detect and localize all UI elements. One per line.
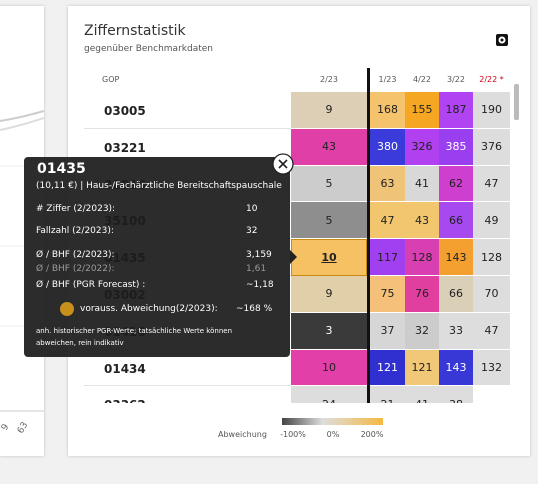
cell: 132 — [473, 349, 510, 387]
cell: 143 — [439, 239, 473, 276]
cell: 9 — [291, 276, 367, 313]
cell: 62 — [439, 165, 473, 203]
cell: 75 — [370, 276, 405, 313]
legend-label: 0% — [326, 430, 340, 439]
tooltip-gop: 01435 — [37, 161, 86, 177]
cell: 70 — [473, 276, 510, 313]
cell: 41 — [405, 165, 439, 203]
legend-title: Abweichung — [218, 430, 267, 439]
divider — [367, 68, 370, 403]
cell: 66 — [439, 276, 473, 313]
forecast-label: vorauss. Abweichung(2/2023): — [80, 304, 218, 314]
cell: 385 — [439, 128, 473, 166]
cell: 3 — [291, 312, 367, 350]
cell: 168 — [370, 92, 405, 129]
cell: 47 — [370, 202, 405, 240]
legend-label: -100% — [280, 430, 306, 439]
cell: 128 — [405, 239, 439, 276]
cell: 128 — [473, 239, 510, 276]
column-header: 1/23 — [378, 75, 397, 84]
gop: 01434 — [104, 361, 146, 376]
cell: 10 — [291, 239, 367, 276]
subtitle: gegenüber Benchmarkdaten — [84, 44, 213, 54]
tooltip-label: Ø / BHF (PGR Forecast) : — [36, 280, 146, 290]
cell: 32 — [405, 312, 439, 350]
tooltip-note: abweichen, rein indikativ — [36, 339, 124, 347]
settings-icon[interactable] — [495, 33, 509, 47]
forecast-dot — [60, 302, 74, 316]
cell: 117 — [370, 239, 405, 276]
tooltip-description: (10,11 €) | Haus-/Fachärztliche Bereitsc… — [36, 181, 282, 191]
forecast-value: ~168 % — [236, 304, 273, 314]
tooltip-label: # Ziffer (2/2023): — [36, 204, 116, 214]
column-header: 2/22 * — [479, 75, 504, 84]
gop: 03005 — [104, 104, 146, 118]
cell: 37 — [370, 312, 405, 350]
title: Ziffernstatistik — [84, 23, 186, 39]
cell: 47 — [473, 165, 510, 203]
axis-label: 9 — [0, 422, 12, 432]
tooltip-label: Ø / BHF (2/2022): — [36, 264, 115, 274]
legend-label: 200% — [360, 430, 384, 439]
tooltip-value: 10 — [246, 204, 258, 214]
cell: 47 — [473, 312, 510, 350]
cell: 121 — [370, 349, 405, 387]
cell: 9 — [291, 92, 367, 129]
cell: 143 — [439, 349, 473, 387]
tooltip-value: 32 — [246, 226, 258, 236]
cell: 121 — [405, 349, 439, 387]
cell: 187 — [439, 92, 473, 129]
tooltip: 01435 (10,11 €) | Haus-/Fachärztliche Be… — [24, 157, 290, 357]
axis-label: 63 — [16, 421, 30, 436]
cell: 43 — [291, 128, 367, 166]
cell: 155 — [405, 92, 439, 129]
row-divider — [84, 385, 291, 387]
left-chart: 9 63 — [0, 110, 45, 436]
legend-gradient — [282, 418, 383, 425]
cell: 49 — [473, 202, 510, 240]
cell: 33 — [439, 312, 473, 350]
cell: 10 — [291, 349, 367, 387]
gop: 03362 — [104, 398, 146, 403]
tooltip-value: ~1,18 — [246, 280, 274, 290]
line — [0, 110, 45, 122]
cell: 63 — [370, 165, 405, 203]
cell: 43 — [405, 202, 439, 240]
cell: 41 — [405, 386, 439, 403]
tooltip-value: 3,159 — [246, 250, 272, 260]
cell: 24 — [291, 386, 367, 403]
column-header: 4/22 — [413, 75, 431, 84]
scrollbar[interactable] — [514, 84, 519, 120]
tooltip-label: Ø / BHF (2/2023): — [36, 250, 115, 260]
gop-header: GOP — [102, 75, 120, 84]
tooltip-pointer — [290, 250, 297, 264]
column-header: 3/22 — [447, 75, 465, 84]
cell: 76 — [405, 276, 439, 313]
tooltip-note: anh. historischer PGR-Werte; tatsächlich… — [36, 327, 233, 335]
cell: 326 — [405, 128, 439, 166]
gop: 03221 — [104, 140, 146, 155]
tooltip-label: Fallzahl (2/2023): — [36, 226, 114, 236]
column-header: 2/23 — [320, 75, 338, 84]
tooltip-value: 1,61 — [246, 264, 267, 274]
cell: 66 — [439, 202, 473, 240]
cell: 376 — [473, 128, 510, 166]
row-divider — [84, 127, 291, 129]
cell: 190 — [473, 92, 510, 129]
cell: 5 — [291, 202, 367, 240]
cell: 5 — [291, 165, 367, 203]
cell: 21 — [370, 386, 405, 403]
cell: 380 — [370, 128, 405, 166]
line — [0, 117, 45, 131]
close-button[interactable] — [272, 153, 294, 175]
cell: 38 — [439, 386, 473, 403]
